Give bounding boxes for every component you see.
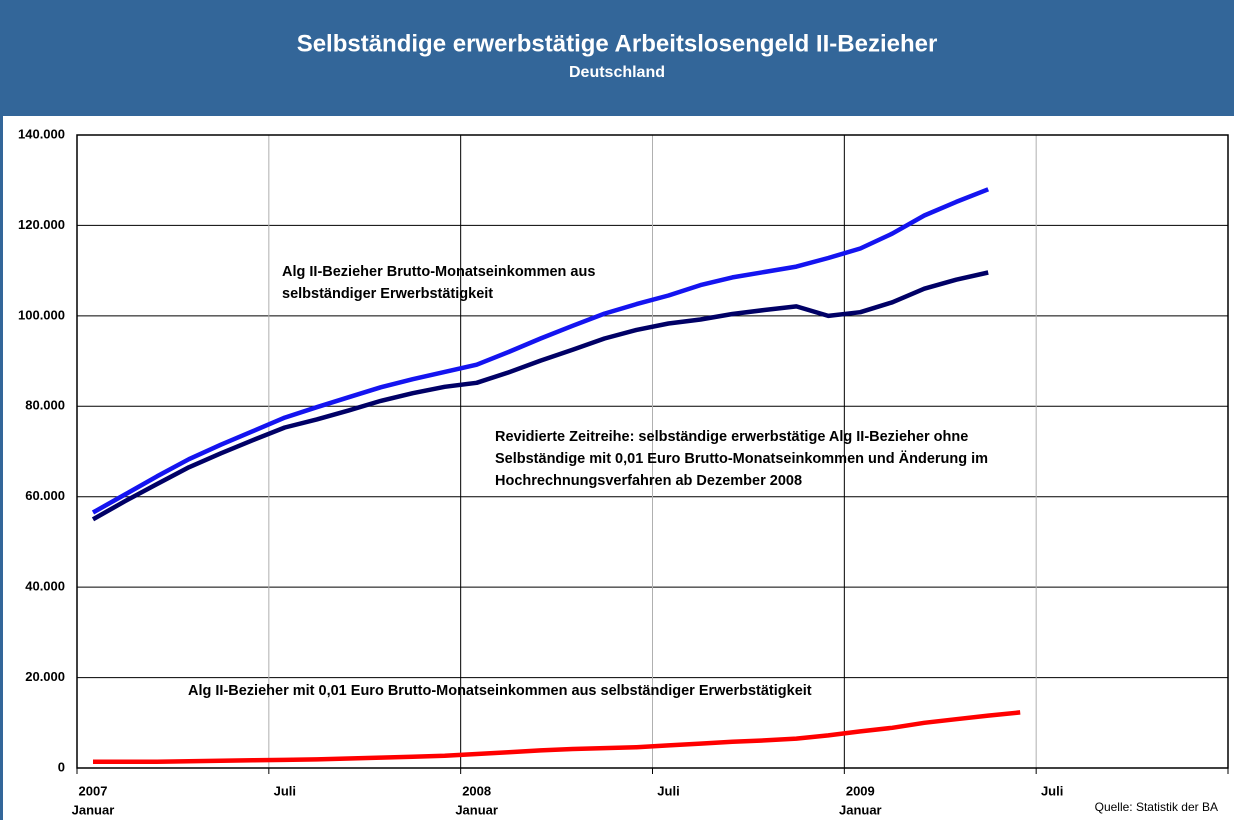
y-tick-label: 100.000 (18, 307, 65, 322)
x-tick-label: Januar (839, 802, 882, 817)
chart-title: Selbständige erwerbstätige Arbeitsloseng… (297, 30, 938, 57)
series-line (91, 270, 989, 522)
y-tick-label: 140.000 (18, 126, 65, 141)
y-tick-label: 40.000 (25, 579, 65, 594)
source: Quelle: Statistik der BA (1095, 800, 1218, 814)
annotation: Alg II-Bezieher Brutto-Monatseinkommen a… (282, 264, 595, 280)
y-tick-label: 80.000 (25, 398, 65, 413)
annotation: Alg II-Bezieher mit 0,01 Euro Brutto-Mon… (188, 683, 812, 699)
left-border (0, 116, 3, 820)
annotation: Hochrechnungsverfahren ab Dezember 2008 (495, 473, 802, 489)
x-tick-label: Juli (274, 783, 296, 798)
y-tick-label: 0 (58, 759, 65, 774)
plot-frame (76, 134, 1229, 769)
annotation: Selbständige mit 0,01 Euro Brutto-Monats… (495, 450, 988, 467)
x-tick-label: 2008 (462, 783, 491, 798)
x-tick-label: 2009 (846, 783, 875, 798)
x-tick-label: Januar (455, 802, 498, 817)
annotation: Revidierte Zeitreihe: selbständige erwer… (495, 429, 968, 445)
header-band (0, 0, 1234, 116)
y-tick-label: 120.000 (18, 217, 65, 232)
x-tick-label: Juli (657, 783, 679, 798)
annotation: selbständiger Erwerbstätigkeit (282, 286, 493, 302)
x-tick-label: Juli (1041, 783, 1063, 798)
x-tick-label: Januar (72, 802, 115, 817)
x-tick-label: 2007 (79, 783, 108, 798)
y-tick-label: 60.000 (25, 488, 65, 503)
series-line (93, 710, 1021, 764)
series-line (91, 187, 990, 515)
y-tick-label: 20.000 (25, 669, 65, 684)
chart-subtitle: Deutschland (569, 64, 665, 81)
